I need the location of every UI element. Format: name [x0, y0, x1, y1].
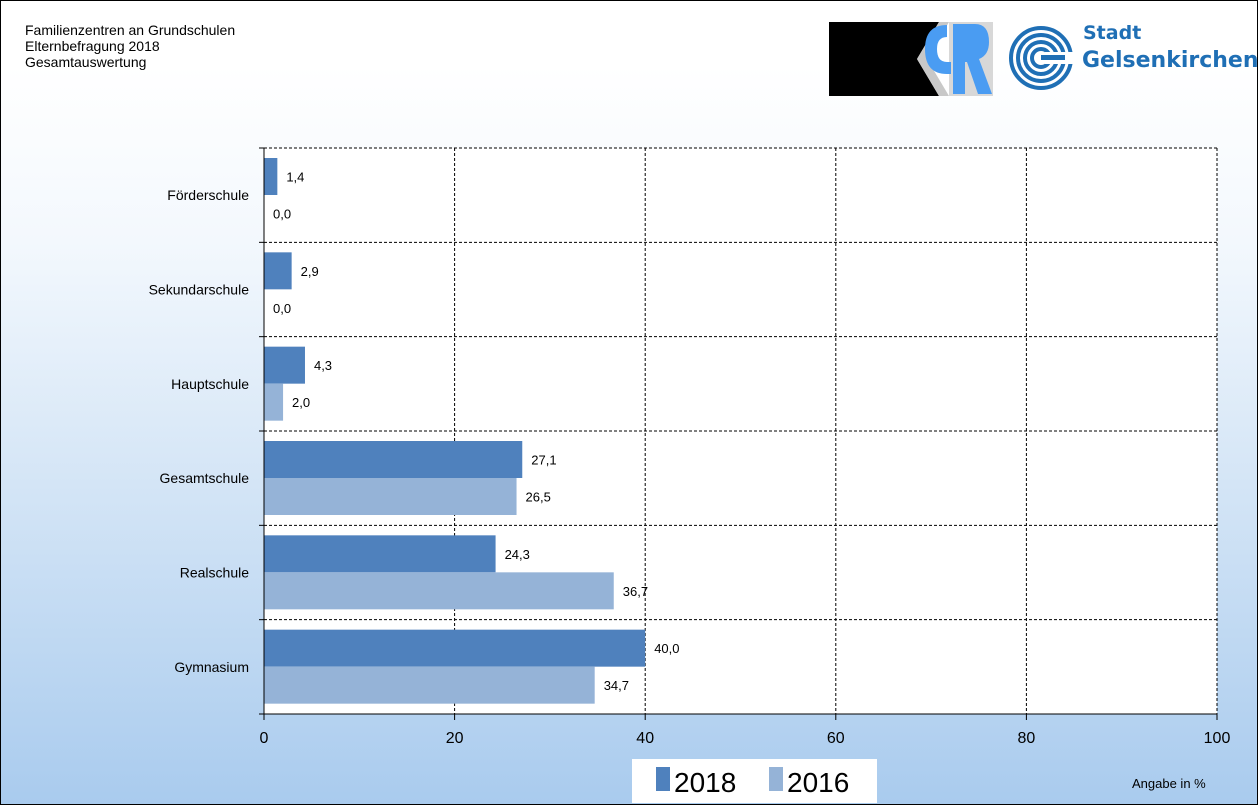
category-label-3: Gesamtschule — [160, 470, 250, 486]
data-label-2018-0: 1,4 — [286, 170, 304, 185]
city-name-line-2: Gelsenkirchen — [1082, 48, 1258, 73]
bar-2016-4 — [264, 572, 614, 610]
bar-2018-0 — [264, 158, 278, 195]
bar-2016-5 — [264, 666, 595, 704]
header: Familienzentren an Grundschulen Elternbe… — [25, 22, 235, 70]
category-label-2: Hauptschule — [171, 376, 249, 392]
bar-2018-5 — [264, 629, 646, 667]
x-tick-label-80: 80 — [1018, 730, 1036, 747]
title-line-1: Familienzentren an Grundschulen — [25, 22, 236, 38]
city-emblem-icon — [1009, 26, 1079, 90]
bar-2018-4 — [264, 535, 496, 573]
data-label-2016-5: 34,7 — [604, 678, 629, 693]
bar-2016-3 — [264, 478, 517, 515]
data-label-2016-1: 0,0 — [273, 301, 291, 316]
category-label-4: Realschule — [180, 565, 249, 581]
data-label-2016-0: 0,0 — [273, 207, 291, 222]
bar-2016-2 — [264, 383, 284, 421]
data-label-2016-4: 36,7 — [623, 584, 648, 599]
kgr-logo — [829, 22, 993, 96]
legend-swatch-2018 — [656, 767, 670, 791]
title-line-3: Gesamtauswertung — [25, 54, 147, 70]
title-line-2: Elternbefragung 2018 — [25, 38, 160, 54]
category-label-0: Förderschule — [167, 187, 249, 203]
x-tick-label-40: 40 — [636, 730, 654, 747]
x-tick-label-60: 60 — [827, 730, 845, 747]
data-label-2016-3: 26,5 — [526, 490, 551, 505]
city-name-line-1: Stadt — [1083, 22, 1142, 44]
data-label-2018-3: 27,1 — [531, 453, 556, 468]
x-tick-label-100: 100 — [1204, 730, 1231, 747]
bar-2018-2 — [264, 346, 305, 384]
x-tick-label-20: 20 — [446, 730, 464, 747]
legend-label-2018: 2018 — [674, 767, 737, 798]
data-label-2018-4: 24,3 — [505, 547, 530, 562]
data-label-2016-2: 2,0 — [292, 395, 310, 410]
legend-swatch-2016 — [769, 767, 783, 791]
data-label-2018-1: 2,9 — [301, 264, 319, 279]
data-label-2018-2: 4,3 — [314, 358, 332, 373]
bar-2018-1 — [264, 252, 292, 290]
legend-label-2016: 2016 — [787, 767, 850, 798]
category-label-5: Gymnasium — [174, 659, 249, 675]
x-tick-label-0: 0 — [260, 730, 269, 747]
data-label-2018-5: 40,0 — [654, 641, 679, 656]
unit-label: Angabe in % — [1132, 776, 1206, 791]
category-label-1: Sekundarschule — [149, 282, 250, 298]
city-logo: Stadt Gelsenkirchen — [1005, 22, 1257, 94]
legend: 2018 2016 — [632, 759, 877, 803]
bar-2018-3 — [264, 441, 523, 478]
